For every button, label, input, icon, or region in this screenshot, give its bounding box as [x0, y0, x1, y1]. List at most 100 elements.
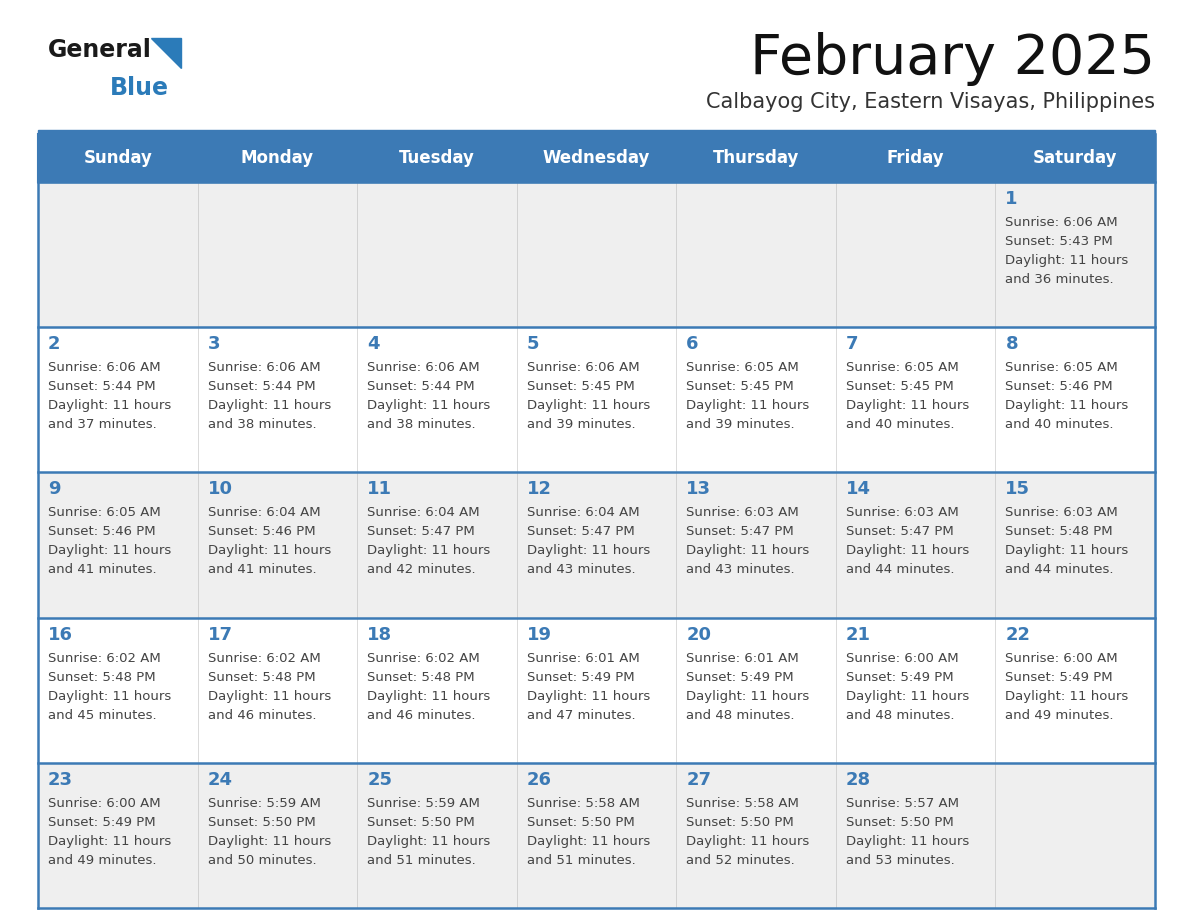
Text: Sunset: 5:46 PM: Sunset: 5:46 PM: [1005, 380, 1113, 393]
Text: and 36 minutes.: and 36 minutes.: [1005, 273, 1114, 286]
Text: and 37 minutes.: and 37 minutes.: [48, 419, 157, 431]
Text: Sunrise: 6:03 AM: Sunrise: 6:03 AM: [846, 507, 959, 520]
Text: Sunrise: 5:57 AM: Sunrise: 5:57 AM: [846, 797, 959, 810]
Text: 23: 23: [48, 771, 72, 789]
Text: Daylight: 11 hours: Daylight: 11 hours: [1005, 399, 1129, 412]
Text: and 48 minutes.: and 48 minutes.: [687, 709, 795, 722]
Text: Sunrise: 6:06 AM: Sunrise: 6:06 AM: [48, 361, 160, 375]
Text: Blue: Blue: [110, 76, 169, 100]
Text: Daylight: 11 hours: Daylight: 11 hours: [1005, 689, 1129, 702]
Bar: [197, 327, 358, 473]
Text: and 52 minutes.: and 52 minutes.: [687, 854, 795, 867]
Text: 8: 8: [1005, 335, 1018, 353]
Text: Daylight: 11 hours: Daylight: 11 hours: [526, 689, 650, 702]
Text: and 43 minutes.: and 43 minutes.: [526, 564, 636, 577]
Bar: [676, 182, 836, 327]
Text: and 38 minutes.: and 38 minutes.: [367, 419, 475, 431]
Text: 20: 20: [687, 625, 712, 644]
Text: and 44 minutes.: and 44 minutes.: [846, 564, 954, 577]
Text: and 50 minutes.: and 50 minutes.: [208, 854, 316, 867]
Text: and 43 minutes.: and 43 minutes.: [687, 564, 795, 577]
Text: Sunset: 5:48 PM: Sunset: 5:48 PM: [48, 671, 156, 684]
Text: and 38 minutes.: and 38 minutes.: [208, 419, 316, 431]
Bar: [996, 618, 1155, 763]
Text: Sunset: 5:48 PM: Sunset: 5:48 PM: [1005, 525, 1113, 538]
Bar: [836, 182, 996, 327]
Text: Daylight: 11 hours: Daylight: 11 hours: [208, 834, 330, 848]
Text: and 51 minutes.: and 51 minutes.: [367, 854, 476, 867]
Text: and 53 minutes.: and 53 minutes.: [846, 854, 955, 867]
Text: Daylight: 11 hours: Daylight: 11 hours: [367, 544, 491, 557]
Bar: [517, 182, 676, 327]
Text: Sunset: 5:47 PM: Sunset: 5:47 PM: [526, 525, 634, 538]
Polygon shape: [151, 38, 181, 68]
Text: 27: 27: [687, 771, 712, 789]
Text: Daylight: 11 hours: Daylight: 11 hours: [687, 544, 809, 557]
Text: Daylight: 11 hours: Daylight: 11 hours: [846, 399, 969, 412]
Text: Sunrise: 5:59 AM: Sunrise: 5:59 AM: [367, 797, 480, 810]
Text: Daylight: 11 hours: Daylight: 11 hours: [1005, 254, 1129, 267]
Bar: [358, 182, 517, 327]
Text: Sunset: 5:49 PM: Sunset: 5:49 PM: [48, 816, 156, 829]
Text: Sunrise: 6:03 AM: Sunrise: 6:03 AM: [1005, 507, 1118, 520]
Text: 11: 11: [367, 480, 392, 498]
Text: Sunset: 5:50 PM: Sunset: 5:50 PM: [846, 816, 954, 829]
Text: Sunrise: 6:04 AM: Sunrise: 6:04 AM: [367, 507, 480, 520]
Bar: [197, 473, 358, 618]
Text: 24: 24: [208, 771, 233, 789]
Bar: [517, 473, 676, 618]
Text: Sunrise: 6:05 AM: Sunrise: 6:05 AM: [846, 361, 959, 375]
Text: Sunset: 5:50 PM: Sunset: 5:50 PM: [208, 816, 315, 829]
Bar: [996, 473, 1155, 618]
Bar: [358, 327, 517, 473]
Text: 18: 18: [367, 625, 392, 644]
Text: Sunrise: 6:00 AM: Sunrise: 6:00 AM: [846, 652, 959, 665]
Text: Saturday: Saturday: [1032, 149, 1118, 167]
Text: and 51 minutes.: and 51 minutes.: [526, 854, 636, 867]
Text: and 39 minutes.: and 39 minutes.: [526, 419, 636, 431]
Bar: [676, 618, 836, 763]
Text: Daylight: 11 hours: Daylight: 11 hours: [367, 834, 491, 848]
Text: Tuesday: Tuesday: [399, 149, 475, 167]
Text: and 46 minutes.: and 46 minutes.: [367, 709, 475, 722]
Text: Sunrise: 6:02 AM: Sunrise: 6:02 AM: [48, 652, 160, 665]
Text: 17: 17: [208, 625, 233, 644]
Text: 22: 22: [1005, 625, 1030, 644]
Bar: [197, 763, 358, 908]
Text: Daylight: 11 hours: Daylight: 11 hours: [846, 544, 969, 557]
Text: February 2025: February 2025: [750, 32, 1155, 86]
Text: 5: 5: [526, 335, 539, 353]
Text: and 41 minutes.: and 41 minutes.: [48, 564, 157, 577]
Text: Sunrise: 6:01 AM: Sunrise: 6:01 AM: [526, 652, 639, 665]
Text: 6: 6: [687, 335, 699, 353]
Text: Daylight: 11 hours: Daylight: 11 hours: [48, 689, 171, 702]
Bar: [358, 618, 517, 763]
Bar: [197, 618, 358, 763]
Text: Sunrise: 5:59 AM: Sunrise: 5:59 AM: [208, 797, 321, 810]
Text: 10: 10: [208, 480, 233, 498]
Text: and 42 minutes.: and 42 minutes.: [367, 564, 475, 577]
Bar: [836, 327, 996, 473]
Text: Calbayog City, Eastern Visayas, Philippines: Calbayog City, Eastern Visayas, Philippi…: [706, 92, 1155, 112]
Text: 4: 4: [367, 335, 380, 353]
Text: Sunrise: 6:00 AM: Sunrise: 6:00 AM: [1005, 652, 1118, 665]
Text: and 39 minutes.: and 39 minutes.: [687, 419, 795, 431]
Text: Daylight: 11 hours: Daylight: 11 hours: [208, 544, 330, 557]
Text: Sunset: 5:47 PM: Sunset: 5:47 PM: [687, 525, 794, 538]
Text: Sunrise: 6:06 AM: Sunrise: 6:06 AM: [367, 361, 480, 375]
Bar: [836, 763, 996, 908]
Bar: [197, 134, 358, 182]
Text: and 47 minutes.: and 47 minutes.: [526, 709, 636, 722]
Text: 7: 7: [846, 335, 859, 353]
Text: 28: 28: [846, 771, 871, 789]
Text: Daylight: 11 hours: Daylight: 11 hours: [48, 544, 171, 557]
Text: Sunset: 5:44 PM: Sunset: 5:44 PM: [208, 380, 315, 393]
Text: Sunrise: 6:00 AM: Sunrise: 6:00 AM: [48, 797, 160, 810]
Text: Sunset: 5:43 PM: Sunset: 5:43 PM: [1005, 235, 1113, 248]
Text: Sunset: 5:46 PM: Sunset: 5:46 PM: [208, 525, 315, 538]
Text: 12: 12: [526, 480, 551, 498]
Bar: [517, 134, 676, 182]
Text: Sunset: 5:49 PM: Sunset: 5:49 PM: [846, 671, 954, 684]
Bar: [38, 134, 197, 182]
Bar: [38, 182, 197, 327]
